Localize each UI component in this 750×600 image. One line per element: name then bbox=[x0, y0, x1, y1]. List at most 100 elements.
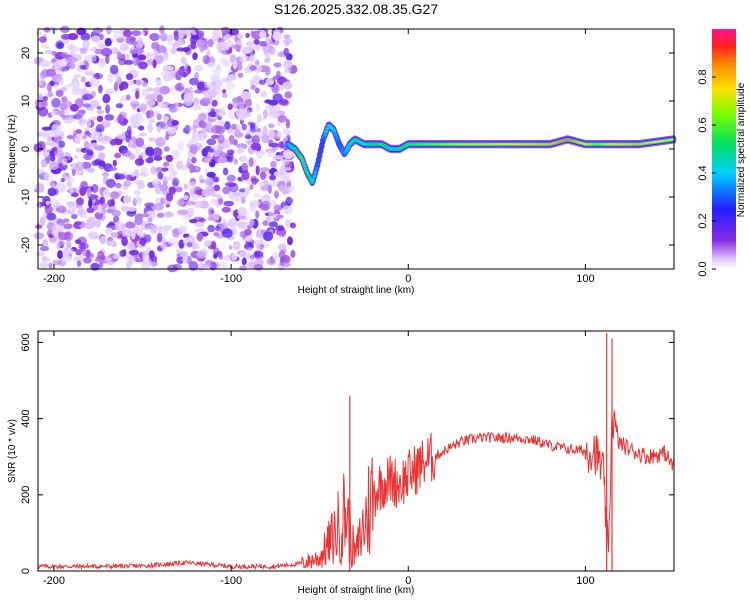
noise-blob bbox=[277, 115, 288, 123]
noise-blob bbox=[284, 41, 290, 47]
noise-blob bbox=[44, 26, 50, 34]
noise-blob bbox=[238, 188, 247, 193]
noise-blob bbox=[190, 34, 200, 40]
noise-blob bbox=[189, 163, 195, 174]
noise-blob bbox=[197, 113, 207, 121]
noise-blob bbox=[146, 224, 157, 229]
noise-blob bbox=[224, 121, 231, 130]
noise-blob bbox=[57, 76, 64, 86]
chart-title: S126.2025.332.08.35.G27 bbox=[274, 1, 438, 17]
ridge-cell bbox=[306, 173, 310, 176]
noise-blob bbox=[84, 70, 95, 76]
noise-blob bbox=[133, 57, 138, 67]
ridge-cell bbox=[324, 130, 328, 133]
noise-blob bbox=[204, 93, 211, 99]
noise-blob bbox=[34, 224, 43, 229]
noise-blob bbox=[91, 35, 101, 43]
noise-blob bbox=[156, 113, 162, 121]
colorbar-gradient bbox=[712, 29, 736, 269]
noise-blob bbox=[156, 212, 165, 218]
noise-blob bbox=[209, 261, 217, 271]
noise-blob bbox=[96, 250, 105, 260]
noise-blob bbox=[119, 249, 126, 257]
noise-blob bbox=[104, 38, 112, 47]
ridge-cell bbox=[318, 154, 322, 157]
noise-blob bbox=[222, 89, 227, 94]
noise-blob bbox=[274, 190, 279, 199]
noise-blob bbox=[183, 92, 194, 103]
noise-blob bbox=[227, 218, 238, 228]
noise-blob bbox=[226, 174, 236, 182]
noise-blob bbox=[66, 180, 73, 188]
noise-blob bbox=[237, 207, 247, 216]
noise-blob bbox=[44, 205, 53, 215]
noise-blob bbox=[78, 242, 89, 250]
noise-blob bbox=[212, 85, 222, 95]
noise-blob bbox=[129, 249, 139, 256]
noise-blob bbox=[76, 197, 84, 206]
noise-blob bbox=[138, 172, 150, 177]
noise-blob bbox=[92, 27, 104, 34]
noise-blob bbox=[140, 213, 150, 218]
x-tick-label: 0 bbox=[405, 273, 411, 285]
noise-blob bbox=[157, 103, 167, 108]
noise-blob bbox=[73, 256, 84, 262]
noise-blob bbox=[254, 120, 259, 131]
noise-blob bbox=[130, 41, 138, 46]
ridge-cell bbox=[303, 165, 307, 168]
noise-blob bbox=[253, 192, 261, 198]
noise-blob bbox=[192, 52, 198, 61]
noise-blob bbox=[186, 65, 192, 75]
noise-blob bbox=[116, 173, 126, 180]
noise-blob bbox=[94, 49, 104, 55]
noise-blob bbox=[260, 171, 267, 180]
noise-blob bbox=[269, 174, 277, 181]
noise-blob bbox=[101, 172, 109, 177]
noise-blob bbox=[250, 84, 256, 90]
noise-blob bbox=[109, 139, 118, 146]
noise-blob bbox=[171, 149, 181, 160]
colorbar-ticks: 0.0 0.2 0.4 0.6 0.8 bbox=[697, 69, 716, 277]
noise-blob bbox=[225, 81, 235, 90]
noise-blob bbox=[204, 177, 215, 186]
noise-blob bbox=[245, 41, 254, 47]
noise-blob bbox=[202, 96, 213, 102]
noise-blob bbox=[249, 65, 257, 71]
noise-blob bbox=[268, 221, 279, 228]
noise-blob bbox=[98, 262, 104, 269]
noise-blob bbox=[89, 100, 100, 108]
noise-blob bbox=[48, 262, 53, 269]
noise-blob bbox=[259, 30, 267, 39]
noise-blob bbox=[217, 134, 225, 144]
noise-blob bbox=[178, 67, 185, 76]
noise-blob bbox=[152, 59, 157, 69]
noise-blob bbox=[275, 225, 285, 232]
noise-blob bbox=[148, 118, 156, 124]
noise-blob bbox=[134, 158, 145, 166]
noise-blob bbox=[114, 221, 125, 231]
noise-blob bbox=[85, 249, 91, 259]
noise-blob bbox=[145, 210, 157, 220]
noise-blob bbox=[121, 205, 130, 212]
noise-blob bbox=[251, 30, 262, 40]
noise-blob bbox=[223, 34, 232, 41]
noise-blob bbox=[268, 210, 275, 220]
noise-blob bbox=[88, 198, 93, 209]
noise-blob bbox=[74, 221, 82, 226]
noise-blob bbox=[120, 81, 129, 90]
noise-blob bbox=[109, 191, 120, 200]
ridge-cell bbox=[345, 147, 349, 150]
noise-blob bbox=[267, 123, 275, 128]
noise-blob bbox=[79, 60, 85, 67]
noise-blob bbox=[80, 214, 88, 219]
noise-blob bbox=[62, 246, 70, 256]
noise-blob bbox=[87, 118, 92, 128]
noise-blob bbox=[232, 191, 240, 198]
snr-panel: -200 -100 0 100 0 200 400 600 Height of straig… bbox=[7, 330, 675, 596]
noise-blob bbox=[73, 133, 81, 144]
noise-blob bbox=[218, 261, 228, 269]
noise-blob bbox=[150, 166, 157, 175]
y-tick-label: 10 bbox=[20, 95, 32, 107]
noise-blob bbox=[211, 75, 218, 83]
noise-blob bbox=[216, 157, 228, 164]
